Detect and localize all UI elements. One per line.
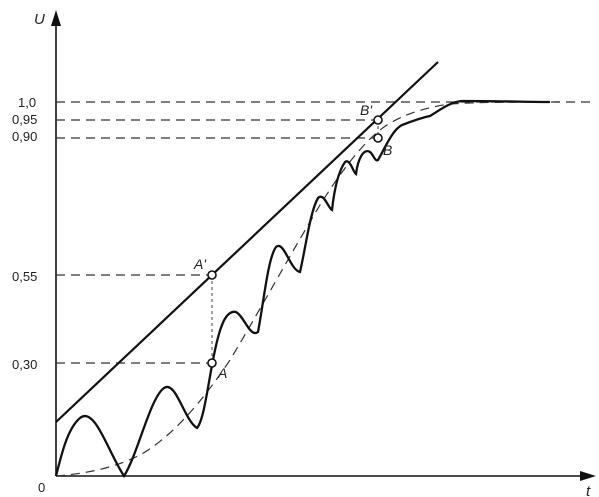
level-label-0-90: 0,90	[12, 129, 37, 144]
marked-points	[207, 115, 383, 368]
level-lines	[56, 101, 590, 364]
point-b-prime-marker	[373, 115, 383, 125]
x-axis-arrow	[580, 471, 596, 481]
axes	[51, 10, 596, 481]
mean-response-curve	[55, 101, 561, 477]
level-label-1-0: 1,0	[18, 95, 36, 110]
point-a-marker	[207, 358, 217, 368]
point-a-prime-marker	[207, 270, 217, 280]
point-b-prime-label: B'	[360, 102, 373, 118]
level-label-0-95: 0,95	[12, 112, 37, 127]
y-axis-arrow	[51, 10, 61, 26]
oscillating-response-curve	[54, 99, 551, 479]
tangent-line	[55, 61, 439, 423]
point-b-marker	[373, 133, 383, 143]
y-axis-label: U	[34, 11, 45, 28]
origin-label: 0	[38, 480, 45, 495]
level-labels: 1,0 0,95 0,90 0,55 0,30	[12, 95, 37, 372]
x-axis-label: t	[586, 483, 591, 497]
point-b-label: B	[383, 142, 392, 158]
level-label-0-30: 0,30	[12, 357, 37, 372]
level-label-0-55: 0,55	[12, 269, 37, 284]
point-a-prime-label: A'	[193, 256, 207, 272]
point-a-label: A	[217, 365, 227, 381]
